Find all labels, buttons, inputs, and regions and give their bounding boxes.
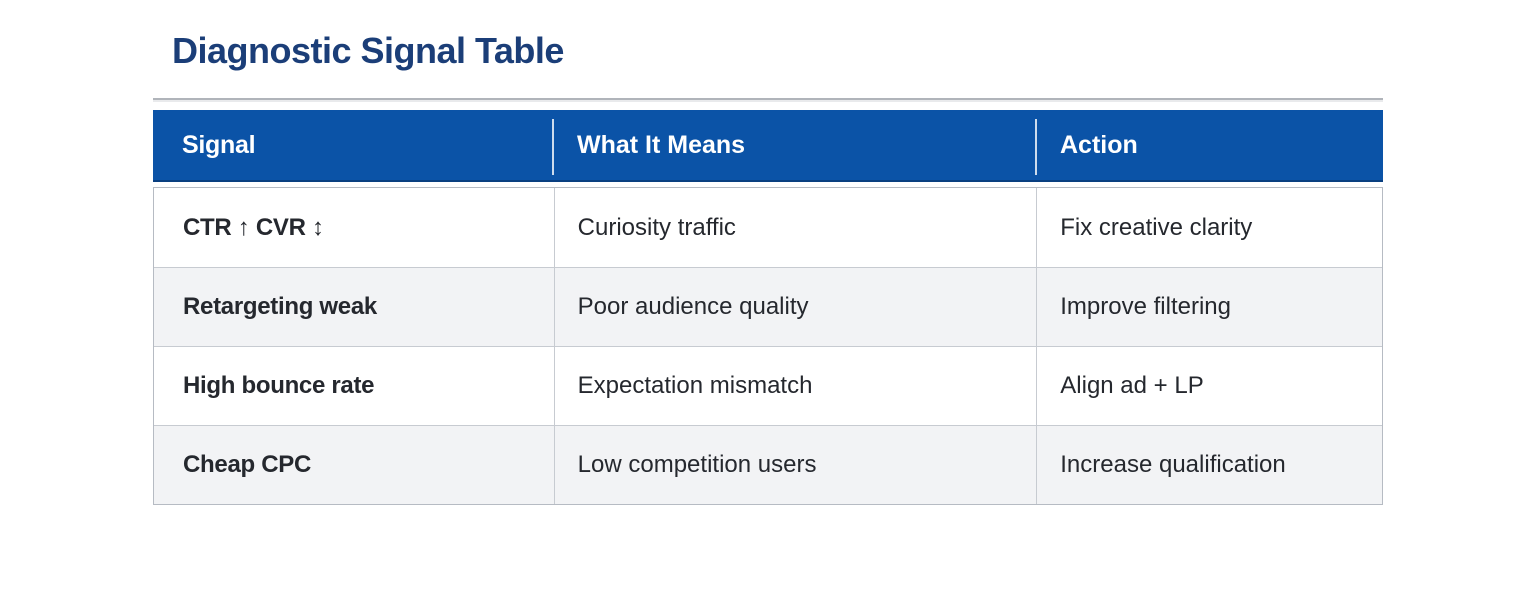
cell-action: Increase qualification [1060,451,1286,478]
page-title: Diagnostic Signal Table [172,30,564,71]
cell-meaning: Poor audience quality [555,268,1038,346]
column-header-action: Action [1060,130,1138,159]
column-header-signal: Signal [153,110,554,180]
cell-action: Improve filtering [1060,293,1231,320]
cell-meaning: Low competition users [555,426,1038,504]
table-body: CTR ↑ CVR ↕ Curiosity traffic Fix creati… [153,187,1383,505]
table-row: Cheap CPC Low competition users Increase… [154,425,1382,504]
cell-action: Fix creative clarity [1060,213,1253,241]
table-header-row: Signal What It Means Action [153,110,1383,182]
cell-signal: High bounce rate [154,347,555,425]
cell-action: Align ad + LP [1060,372,1204,399]
diagnostic-signal-table: Signal What It Means Action CTR ↑ CVR ↕ … [153,110,1383,505]
title-divider [153,98,1383,100]
table-row: High bounce rate Expectation mismatch Al… [154,346,1382,425]
cell-signal: CTR ↑ CVR ↕ [154,188,555,267]
cell-meaning: Expectation mismatch [555,347,1038,425]
cell-signal: Retargeting weak [154,268,555,346]
cell-signal: Cheap CPC [154,426,555,504]
cell-meaning: Curiosity traffic [555,188,1038,267]
column-header-what-it-means: What It Means [554,110,1037,180]
table-row: Retargeting weak Poor audience quality I… [154,267,1382,346]
content-area: Diagnostic Signal Table Signal What It M… [153,0,1383,505]
table-row: CTR ↑ CVR ↕ Curiosity traffic Fix creati… [154,188,1382,267]
